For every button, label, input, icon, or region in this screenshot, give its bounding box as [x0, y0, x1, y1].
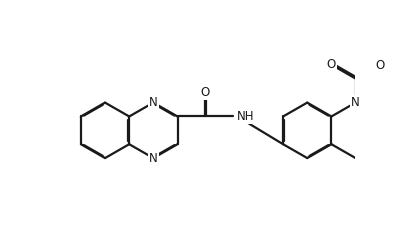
Text: O: O — [327, 58, 336, 71]
Text: O: O — [375, 59, 385, 72]
Text: N: N — [351, 96, 360, 109]
Text: N: N — [149, 96, 158, 109]
Text: NH: NH — [237, 110, 255, 123]
Text: O: O — [201, 86, 210, 100]
Text: N: N — [149, 151, 158, 165]
